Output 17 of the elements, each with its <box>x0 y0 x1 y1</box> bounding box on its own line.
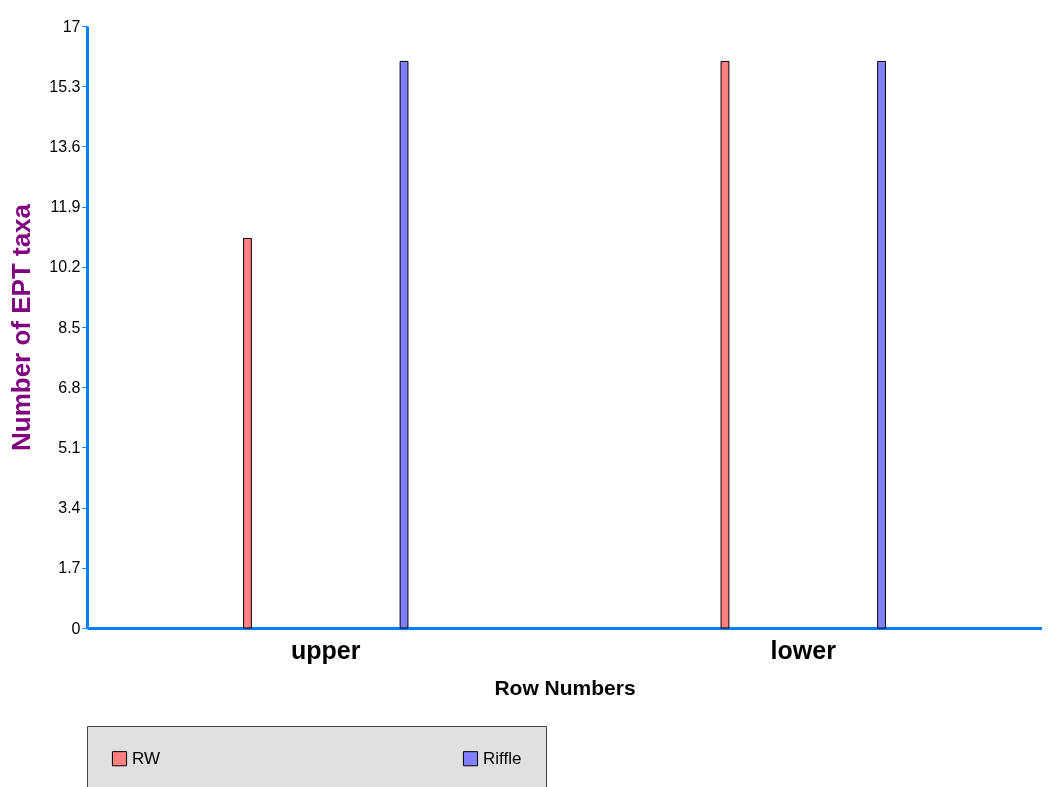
y-tick-label: 10.2 <box>49 258 81 276</box>
legend-label: Riffle <box>483 748 522 768</box>
y-tick-label: 5.1 <box>58 438 81 456</box>
y-tick-label: 17 <box>62 17 81 35</box>
y-tick-label: 3.4 <box>58 499 81 517</box>
y-tick-label: 6.8 <box>58 378 81 396</box>
y-tick-label: 15.3 <box>49 77 81 95</box>
y-tick-label: 0 <box>71 619 81 637</box>
x-tick-label: lower <box>770 635 837 664</box>
x-tick-label: upper <box>291 635 361 664</box>
y-tick-label: 8.5 <box>58 318 81 336</box>
y-axis-title: Number of EPT taxa <box>6 203 37 452</box>
y-tick-label: 11.9 <box>50 198 81 216</box>
y-tick-label: 13.6 <box>49 137 81 155</box>
legend-label: RW <box>132 748 161 768</box>
x-axis-title: Row Numbers <box>494 675 636 699</box>
y-tick-label: 1.7 <box>58 559 81 577</box>
